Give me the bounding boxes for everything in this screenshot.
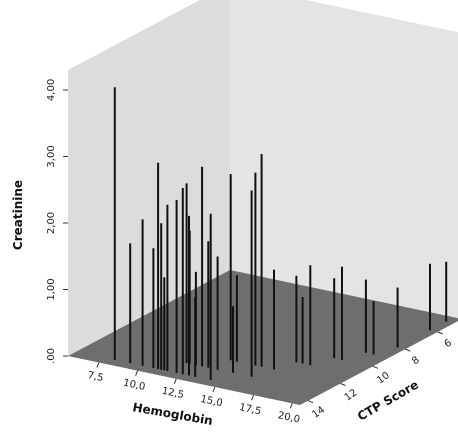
y-tick-mark — [372, 365, 379, 369]
y-tick-mark — [437, 331, 443, 335]
spike-series — [113, 87, 448, 381]
y-tick-label: 10 — [375, 370, 392, 386]
z-axis-title: Creatinine — [11, 180, 25, 250]
z-tick-label: 1,00 — [46, 278, 57, 300]
z-tick-label: .00 — [46, 348, 57, 364]
y-tick-label: 12 — [343, 387, 360, 403]
x-tick-mark — [212, 386, 216, 393]
x-tick-mark — [289, 403, 293, 409]
y-tick-mark — [307, 400, 314, 404]
y-tick-label: 14 — [310, 404, 327, 420]
y-tick-label: 8 — [410, 355, 422, 368]
z-tick-label: 4,00 — [46, 79, 57, 101]
x-tick-mark — [251, 395, 255, 401]
z-tick-label: 3,00 — [46, 145, 57, 167]
x-tick-mark — [96, 362, 100, 368]
x-tick-mark — [173, 378, 177, 385]
x-tick-label: 20,0 — [277, 410, 301, 425]
x-tick-label: 7,5 — [87, 370, 105, 384]
y-axis-title: CTP Score — [355, 377, 421, 423]
x-tick-label: 17,5 — [238, 402, 262, 417]
x-axis-ticks: 7,5 10,0 12,5 15,0 17,5 20,0 — [87, 362, 301, 426]
floor-plane — [68, 270, 458, 405]
x-tick-mark — [135, 370, 139, 376]
y-tick-mark — [405, 348, 411, 352]
z-axis-ticks: .00 1,00 2,00 3,00 4,00 — [46, 79, 68, 364]
z-tick-label: 2,00 — [46, 212, 57, 234]
side-wall — [230, 0, 458, 319]
x-tick-label: 12,5 — [161, 386, 185, 401]
x-tick-label: 15,0 — [199, 394, 223, 409]
y-tick-mark — [340, 383, 346, 386]
y-tick-label: 6 — [443, 338, 455, 351]
x-tick-label: 10,0 — [122, 378, 146, 393]
